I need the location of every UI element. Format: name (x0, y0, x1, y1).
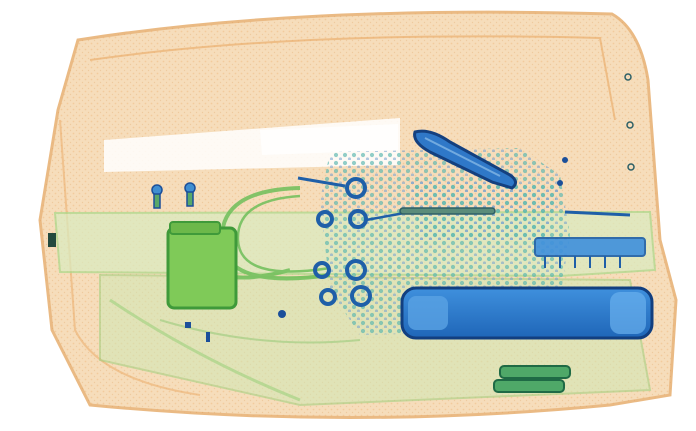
elongated-dense-object (413, 129, 517, 190)
green-container (166, 221, 238, 310)
clips (151, 182, 196, 209)
small-parts (48, 157, 568, 342)
brush (534, 210, 646, 268)
small-cells (493, 365, 571, 393)
zipper-pulls (624, 73, 635, 171)
battery-pack (400, 286, 654, 340)
rod (399, 207, 496, 215)
